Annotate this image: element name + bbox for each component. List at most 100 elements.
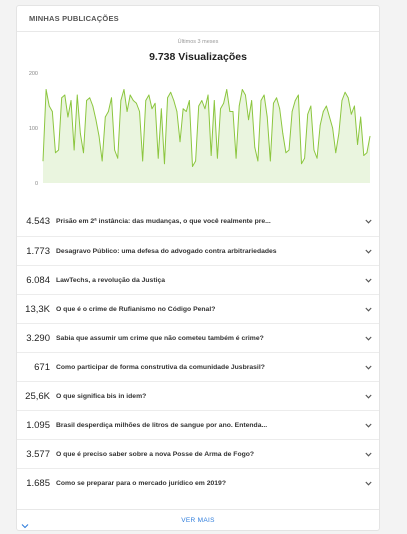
data-point bbox=[360, 116, 362, 118]
data-point bbox=[136, 102, 137, 104]
publication-row[interactable]: 6.084 LawTechs, a revolução da Justiça bbox=[17, 265, 379, 294]
data-point bbox=[126, 111, 128, 112]
data-point bbox=[120, 100, 122, 101]
publication-title[interactable]: O que significa bis in idem? bbox=[56, 392, 147, 400]
data-point bbox=[213, 100, 215, 101]
data-point bbox=[204, 108, 206, 110]
data-point bbox=[266, 116, 268, 118]
publication-row[interactable]: 3.577 O que é preciso saber sobre a nova … bbox=[17, 439, 379, 468]
publication-row[interactable]: 1.095 Brasil desperdiça milhões de litros… bbox=[17, 410, 379, 439]
data-point bbox=[245, 94, 246, 96]
data-point bbox=[235, 157, 237, 159]
publication-title[interactable]: LawTechs, a revolução da Justiça bbox=[56, 276, 166, 284]
data-point bbox=[332, 127, 334, 129]
data-point bbox=[232, 111, 234, 112]
data-point bbox=[350, 113, 352, 115]
data-point bbox=[188, 100, 190, 101]
publication-title[interactable]: Brasil desperdiça milhões de litros de s… bbox=[56, 421, 268, 429]
data-point bbox=[248, 119, 249, 121]
data-point bbox=[279, 108, 281, 110]
views-area bbox=[43, 89, 370, 183]
data-point bbox=[167, 97, 168, 99]
publication-views: 1.095 bbox=[26, 419, 50, 431]
chevron-down-icon[interactable] bbox=[357, 423, 379, 428]
data-point bbox=[111, 97, 112, 99]
chevron-down-icon[interactable] bbox=[357, 336, 379, 341]
data-point bbox=[123, 89, 125, 90]
data-point bbox=[92, 105, 94, 107]
data-point bbox=[316, 157, 318, 159]
data-point bbox=[341, 100, 343, 101]
data-point bbox=[104, 116, 106, 118]
data-point bbox=[117, 157, 119, 159]
data-point bbox=[48, 105, 50, 107]
publication-views: 4.543 bbox=[26, 216, 50, 227]
data-point bbox=[294, 100, 296, 101]
chevron-down-icon[interactable] bbox=[357, 219, 379, 224]
publication-row[interactable]: 4.543 Prisão em 2ª instância: das mudança… bbox=[17, 207, 379, 236]
data-point bbox=[344, 91, 346, 93]
data-point bbox=[269, 160, 271, 162]
data-point bbox=[226, 89, 228, 90]
data-point bbox=[86, 100, 87, 101]
publication-row[interactable]: 671 Como participar de forma construtiva … bbox=[17, 352, 379, 381]
chevron-down-icon[interactable] bbox=[357, 365, 379, 370]
total-views: 9.738 Visualizações bbox=[149, 51, 247, 63]
data-point bbox=[173, 100, 175, 101]
publication-row[interactable]: 3.290 Sabia que assumir um crime que não … bbox=[17, 323, 379, 352]
chevron-down-icon[interactable] bbox=[357, 481, 379, 486]
data-point bbox=[347, 97, 349, 99]
chevron-down-icon[interactable] bbox=[357, 307, 379, 312]
data-point bbox=[108, 111, 109, 112]
data-point bbox=[207, 94, 209, 96]
publication-views: 6.084 bbox=[26, 274, 50, 286]
chevron-down-icon[interactable] bbox=[357, 278, 379, 283]
publication-title[interactable]: Prisão em 2ª instância: das mudanças, o … bbox=[56, 218, 271, 225]
data-point bbox=[313, 149, 315, 151]
publication-title[interactable]: O que é preciso saber sobre a nova Posse… bbox=[56, 450, 255, 458]
publication-row[interactable]: 13,3K O que é o crime de Rufianismo no Có… bbox=[17, 294, 379, 323]
data-point bbox=[254, 146, 256, 148]
chevron-down-icon[interactable] bbox=[357, 249, 379, 254]
publication-views: 3.290 bbox=[26, 332, 50, 344]
data-point bbox=[357, 144, 358, 145]
y-tick-label: 0 bbox=[35, 181, 38, 187]
data-point bbox=[61, 97, 63, 99]
publication-title[interactable]: Como participar de forma construtiva da … bbox=[56, 363, 265, 371]
data-point bbox=[142, 160, 144, 162]
data-point bbox=[58, 149, 59, 151]
data-point bbox=[76, 94, 78, 96]
data-point bbox=[238, 105, 240, 107]
data-point bbox=[369, 135, 371, 137]
data-point bbox=[101, 160, 103, 162]
publications-list: 4.543 Prisão em 2ª instância: das mudança… bbox=[17, 207, 379, 497]
publication-title[interactable]: O que é o crime de Rufianismo no Código … bbox=[56, 305, 216, 313]
data-point bbox=[51, 111, 53, 112]
data-point bbox=[301, 163, 302, 165]
data-point bbox=[326, 105, 327, 107]
data-point bbox=[157, 157, 159, 159]
data-point bbox=[257, 160, 259, 162]
chevron-down-icon[interactable] bbox=[21, 516, 29, 530]
views-chart: 200 100 0 bbox=[17, 65, 379, 203]
publication-row[interactable]: 25,6K O que significa bis in idem? bbox=[17, 381, 379, 410]
publication-title[interactable]: Desagravo Público: uma defesa do advogad… bbox=[56, 247, 277, 255]
data-point bbox=[79, 133, 81, 134]
data-point bbox=[354, 105, 355, 107]
publication-views: 671 bbox=[34, 361, 50, 373]
data-point bbox=[64, 94, 66, 96]
data-point bbox=[285, 152, 287, 154]
publication-row[interactable]: 1.685 Como se preparar para o mercado jur… bbox=[17, 468, 379, 497]
publication-views: 1.773 bbox=[26, 245, 50, 257]
chevron-down-icon[interactable] bbox=[357, 452, 379, 457]
data-point bbox=[198, 105, 200, 107]
data-point bbox=[55, 152, 56, 154]
data-point bbox=[164, 163, 165, 165]
publication-title[interactable]: Sabia que assumir um crime que não comet… bbox=[56, 334, 264, 342]
publication-title[interactable]: Como se preparar para o mercado jurídico… bbox=[56, 479, 226, 487]
data-point bbox=[322, 111, 324, 112]
see-more-link[interactable]: VER MAIS bbox=[181, 517, 215, 524]
data-point bbox=[151, 108, 153, 110]
chevron-down-icon[interactable] bbox=[357, 394, 379, 399]
publication-row[interactable]: 1.773 Desagravo Público: uma defesa do ad… bbox=[17, 236, 379, 265]
